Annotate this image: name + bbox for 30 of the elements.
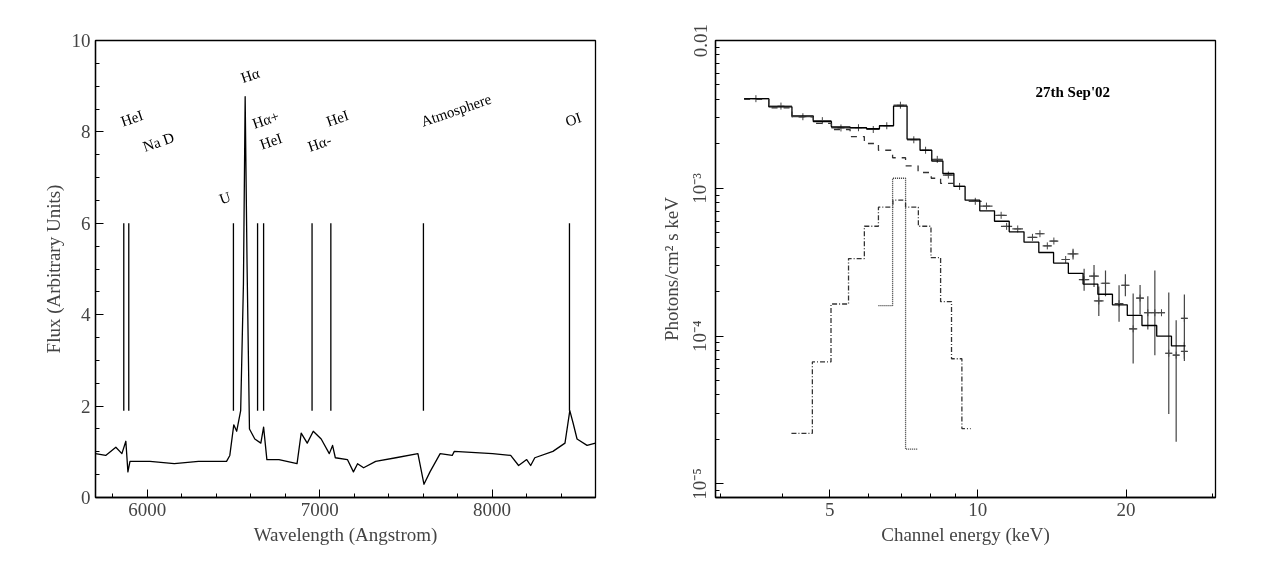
y-tick-label: 4 — [81, 304, 91, 326]
y-tick-label: 10⁻³ — [689, 172, 711, 204]
y-tick-label: 8 — [81, 121, 91, 143]
annotation: 27th Sep'02 — [1035, 83, 1111, 100]
y-tick-label: 10 — [71, 30, 91, 51]
y-tick-label: 2 — [81, 395, 91, 417]
y-tick-label: 6 — [81, 212, 91, 234]
annotation: HeI — [324, 107, 351, 130]
y-tick-label: 0 — [81, 487, 91, 508]
x-tick-label: 6000 — [128, 498, 167, 520]
x-axis-title: Channel energy (keV) — [881, 523, 1050, 546]
annotation: Hα — [238, 64, 262, 87]
x-tick-label: 8000 — [473, 498, 512, 520]
annotation: Hα+ — [250, 107, 282, 132]
x-tick-label: 10 — [968, 498, 988, 520]
y-tick-label: 10⁻⁴ — [689, 319, 711, 352]
annotation: Na D — [140, 129, 177, 155]
y-axis-title: Photons/cm² s keV — [660, 196, 682, 341]
y-tick-label: 0.01 — [689, 23, 711, 58]
annotation: HeI — [118, 107, 146, 130]
y-axis-title: Flux (Arbitrary Units) — [42, 184, 65, 354]
annotation: OI — [563, 109, 584, 130]
x-tick-label: 7000 — [300, 498, 339, 520]
x-tick-label: 20 — [1116, 498, 1136, 520]
annotation: U — [217, 188, 233, 208]
x-tick-label: 5 — [824, 498, 835, 520]
annotation: HeI — [257, 130, 285, 153]
y-tick-label: 10⁻⁵ — [689, 468, 711, 500]
x-axis-title: Wavelength (Angstrom) — [253, 523, 438, 546]
annotation: Hα- — [305, 131, 334, 155]
